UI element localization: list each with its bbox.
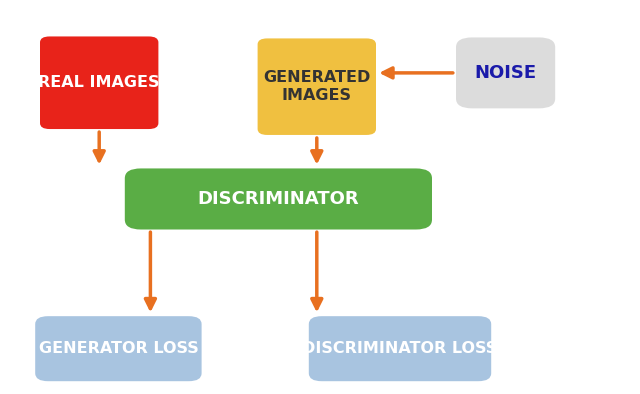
FancyBboxPatch shape [309,316,492,381]
FancyBboxPatch shape [257,39,376,135]
FancyBboxPatch shape [35,316,202,381]
FancyBboxPatch shape [40,37,159,129]
FancyBboxPatch shape [456,37,556,108]
Text: GENERATED
IMAGES: GENERATED IMAGES [263,71,371,103]
Text: REAL IMAGES: REAL IMAGES [38,75,160,90]
Text: NOISE: NOISE [474,64,537,82]
FancyBboxPatch shape [125,169,432,229]
Text: GENERATOR LOSS: GENERATOR LOSS [38,341,198,356]
Text: DISCRIMINATOR: DISCRIMINATOR [198,190,359,208]
Text: DISCRIMINATOR LOSS: DISCRIMINATOR LOSS [302,341,498,356]
